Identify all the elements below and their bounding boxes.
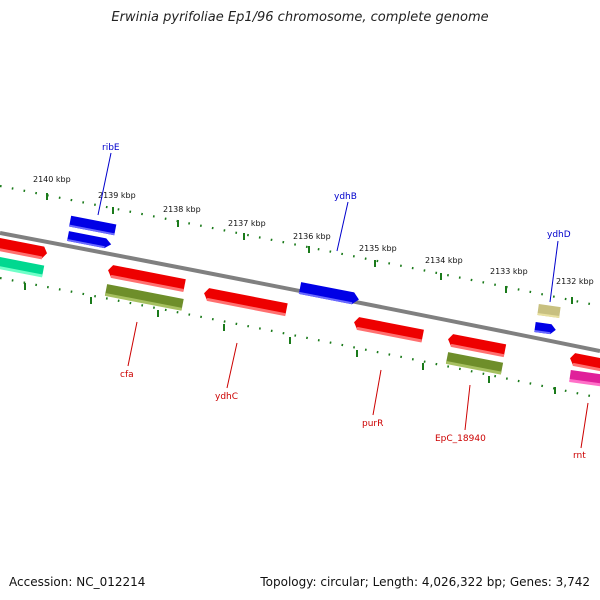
gene-epc-red[interactable] [447, 333, 507, 358]
reverse-genes [0, 237, 600, 388]
gene-rnt-magenta[interactable] [569, 370, 600, 388]
kbp-label: 2132 kbp [556, 277, 594, 286]
gene-ydhD-olive[interactable] [537, 304, 561, 319]
forward-genes [67, 215, 561, 335]
kbp-label: 2137 kbp [228, 219, 266, 228]
inner-ruler [0, 276, 600, 400]
gene-left-green[interactable] [0, 256, 45, 278]
gene-cfa-olive[interactable] [104, 284, 184, 311]
kbp-label: 2133 kbp [490, 267, 528, 276]
gene-left-red[interactable] [0, 237, 48, 260]
gene-ydhC[interactable] [203, 287, 288, 317]
kbp-label: 2138 kbp [163, 205, 201, 214]
gene-label-epc: EpC_18940 [435, 434, 486, 444]
gene-rnt-red[interactable] [569, 352, 600, 374]
page-title: Erwinia pyrifoliae Ep1/96 chromosome, co… [111, 10, 489, 25]
leader-lines-reverse [127, 321, 589, 449]
gene-label-purR: purR [362, 419, 383, 429]
accession-label: Accession: NC_012214 [9, 575, 146, 589]
gene-ydhB[interactable] [298, 282, 360, 305]
gene-ribE-bottom[interactable] [67, 231, 112, 249]
kbp-labels: 2140 kbp 2139 kbp 2138 kbp 2137 kbp 2136… [33, 175, 594, 286]
genome-stats-label: Topology: circular; Length: 4,026,322 bp… [260, 575, 590, 589]
kbp-label: 2135 kbp [359, 244, 397, 253]
gene-purR[interactable] [353, 316, 424, 343]
kbp-label: 2134 kbp [425, 256, 463, 265]
kbp-label: 2136 kbp [293, 232, 331, 241]
kbp-label: 2140 kbp [33, 175, 71, 184]
gene-label-rnt: rnt [573, 451, 586, 461]
gene-label-ydhB: ydhB [334, 192, 357, 202]
kbp-label: 2139 kbp [98, 191, 136, 200]
gene-ydhD-blue[interactable] [534, 322, 556, 335]
gene-epc-olive[interactable] [445, 352, 504, 375]
gene-label-ribE: ribE [102, 143, 120, 153]
gene-ribE-top[interactable] [69, 215, 117, 236]
gene-labels: ribE ydhB ydhD cfa ydhC purR EpC_18940 r… [102, 143, 586, 461]
gene-cfa-red[interactable] [107, 264, 186, 292]
inner-major-ticks [24, 283, 556, 394]
gene-label-cfa: cfa [120, 370, 134, 380]
gene-label-ydhC: ydhC [215, 392, 238, 402]
outer-major-ticks [46, 193, 573, 304]
gene-label-ydhD: ydhD [547, 230, 571, 240]
leader-lines-forward [97, 152, 559, 303]
